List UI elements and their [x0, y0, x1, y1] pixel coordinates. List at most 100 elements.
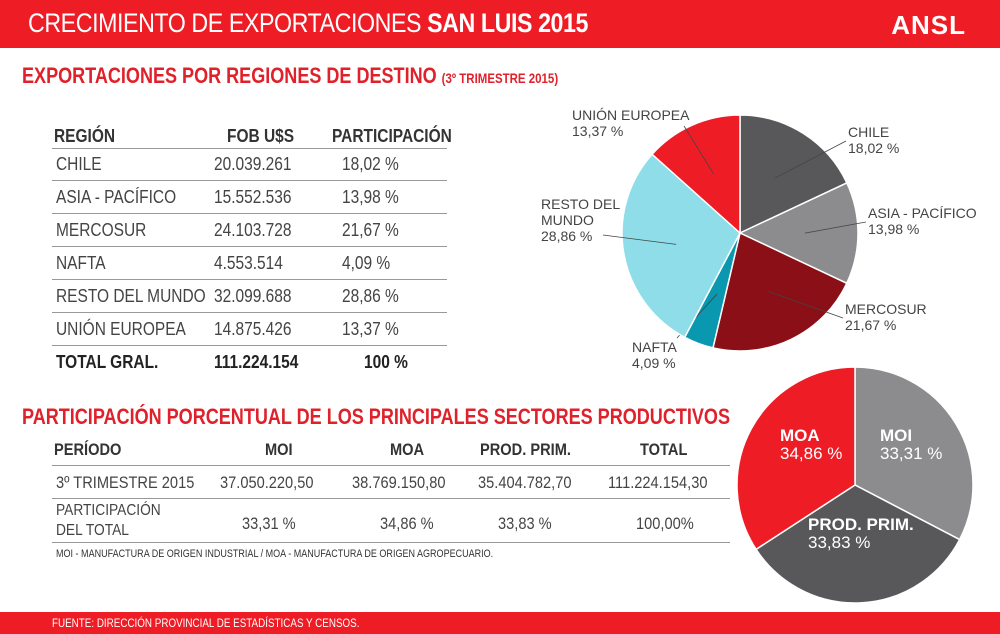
period-label: 3º TRIMESTRE 2015 — [56, 473, 195, 492]
divider — [52, 465, 730, 466]
region-fob: 20.039.261 — [214, 154, 292, 174]
divider — [52, 542, 730, 543]
table-row: MERCOSUR 24.103.728 21,67 % — [52, 214, 452, 246]
slice-label: PROD. PRIM. — [808, 515, 914, 534]
region-name: MERCOSUR — [56, 220, 147, 240]
region-fob: 32.099.688 — [214, 286, 292, 306]
share-label-line2: DEL TOTAL — [56, 522, 129, 539]
divider — [52, 498, 730, 499]
leader-line — [602, 234, 677, 245]
moi-value: 37.050.220,50 — [220, 473, 314, 492]
total-value: 111.224.154,30 — [608, 473, 708, 492]
leader-line — [683, 125, 714, 174]
slice-label: MOI — [880, 426, 912, 445]
table-row: PARTICIPACIÓN DEL TOTAL 33,31 % 34,86 % … — [52, 498, 732, 544]
slice-label: ASIA - PACÍFICO — [868, 205, 977, 221]
region-fob: 14.875.426 — [214, 319, 292, 339]
slice-value: 18,02 % — [848, 140, 899, 156]
table-row: UNIÓN EUROPEA 14.875.426 13,37 % — [52, 313, 452, 345]
divider — [52, 180, 447, 181]
header-periodo: PERÍODO — [54, 440, 122, 459]
pie-slice-mercosur — [712, 231, 848, 352]
table-row: NAFTA 4.553.514 4,09 % — [52, 247, 452, 279]
slice-value: 13,98 % — [868, 221, 919, 237]
region-name: CHILE — [56, 154, 102, 174]
divider — [52, 213, 447, 214]
pie-slice-moi — [854, 366, 974, 541]
header-prod-prim: PROD. PRIM. — [480, 440, 571, 459]
header-moa: MOA — [390, 440, 425, 459]
header-region: REGIÓN — [54, 126, 116, 146]
divider — [52, 345, 447, 346]
header-fob: FOB U$S — [227, 126, 295, 146]
slice-value: 28,86 % — [541, 228, 592, 244]
moi-share: 33,31 % — [242, 514, 296, 533]
slice-label: RESTO DEL — [541, 196, 620, 212]
region-share: 13,37 % — [342, 319, 399, 339]
page-title: CRECIMIENTO DE EXPORTACIONES SAN LUIS 20… — [28, 8, 589, 38]
table-header-row: PERÍODO MOI MOA PROD. PRIM. TOTAL — [52, 432, 732, 462]
header-total: TOTAL — [640, 440, 688, 459]
region-fob: 15.552.536 — [214, 187, 292, 207]
slice-label: MOA — [780, 426, 820, 445]
pie-slice-resto-del-mundo — [621, 153, 741, 339]
region-name: ASIA - PACÍFICO — [56, 187, 177, 207]
table-row: 3º TRIMESTRE 2015 37.050.220,50 38.769.1… — [52, 465, 732, 497]
region-name: NAFTA — [56, 253, 106, 273]
source-note: FUENTE: DIRECCIÓN PROVINCIAL DE ESTADÍST… — [52, 616, 360, 630]
prod-prim-value: 35.404.782,70 — [478, 473, 572, 492]
slice-value: 13,37 % — [572, 123, 623, 139]
slice-label: NAFTA — [632, 339, 678, 355]
pie-slice-prod-prim — [755, 484, 961, 604]
region-share: 4,09 % — [342, 253, 391, 273]
region-share: 21,67 % — [342, 220, 399, 240]
leader-line — [768, 291, 844, 319]
pie-slice-union-europea — [651, 114, 741, 235]
slice-value: 33,31 % — [880, 444, 942, 463]
slice-label: CHILE — [848, 124, 889, 140]
footnote: MOI - MANUFACTURA DE ORIGEN INDUSTRIAL /… — [56, 548, 494, 560]
table-header-row: REGIÓN FOB U$S PARTICIPACIÓN — [52, 120, 452, 152]
divider — [52, 312, 447, 313]
moa-share: 34,86 % — [380, 514, 434, 533]
share-label-line1: PARTICIPACIÓN — [56, 502, 161, 519]
slice-value: 21,67 % — [845, 317, 896, 333]
region-share: 18,02 % — [342, 154, 399, 174]
total-share: 100 % — [364, 352, 408, 372]
section-subtitle-regions: (3º TRIMESTRE 2015) — [441, 70, 559, 86]
slice-value: 34,86 % — [780, 444, 842, 463]
pie-slice-moa — [736, 366, 856, 551]
total-fob: 111.224.154 — [214, 352, 299, 372]
table-row: RESTO DEL MUNDO 32.099.688 28,86 % — [52, 280, 452, 312]
divider — [52, 279, 447, 280]
table-row: CHILE 20.039.261 18,02 % — [52, 148, 452, 180]
pie-slice-chile — [739, 114, 848, 235]
prod-prim-share: 33,83 % — [498, 514, 552, 533]
leader-line — [804, 221, 867, 234]
region-fob: 4.553.514 — [214, 253, 283, 273]
region-name: UNIÓN EUROPEA — [56, 319, 186, 339]
section-title-regions: EXPORTACIONES POR REGIONES DE DESTINO (3… — [22, 63, 559, 88]
slice-label: MERCOSUR — [845, 301, 927, 317]
pie-slice-asia-pacifico — [738, 181, 859, 285]
divider — [52, 246, 447, 247]
ansl-logo: ANSL — [891, 10, 966, 40]
divider — [52, 148, 447, 149]
total-label: TOTAL GRAL. — [56, 352, 159, 372]
moa-value: 38.769.150,80 — [352, 473, 446, 492]
table-total-row: TOTAL GRAL. 111.224.154 100 % — [52, 346, 452, 378]
page-title-bold: SAN LUIS 2015 — [427, 8, 589, 38]
slice-label: MUNDO — [541, 212, 594, 228]
table-row: ASIA - PACÍFICO 15.552.536 13,98 % — [52, 181, 452, 213]
region-share: 28,86 % — [342, 286, 399, 306]
section-title-sectors: PARTICIPACIÓN PORCENTUAL DE LOS PRINCIPA… — [22, 404, 730, 429]
slice-label: UNIÓN EUROPEA — [572, 107, 690, 123]
region-name: RESTO DEL MUNDO — [56, 286, 206, 306]
footer-bar: FUENTE: DIRECCIÓN PROVINCIAL DE ESTADÍST… — [0, 612, 1000, 634]
header-participacion: PARTICIPACIÓN — [332, 126, 452, 146]
region-fob: 24.103.728 — [214, 220, 292, 240]
leader-line — [774, 140, 847, 179]
slice-value: 33,83 % — [808, 533, 870, 552]
